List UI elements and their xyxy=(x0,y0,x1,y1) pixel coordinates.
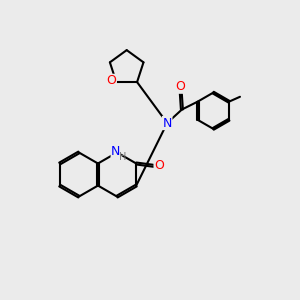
Text: O: O xyxy=(106,74,116,87)
Text: N: N xyxy=(111,145,121,158)
Text: N: N xyxy=(163,116,172,130)
Text: H: H xyxy=(119,152,126,162)
Text: O: O xyxy=(154,159,164,172)
Text: O: O xyxy=(176,80,186,93)
